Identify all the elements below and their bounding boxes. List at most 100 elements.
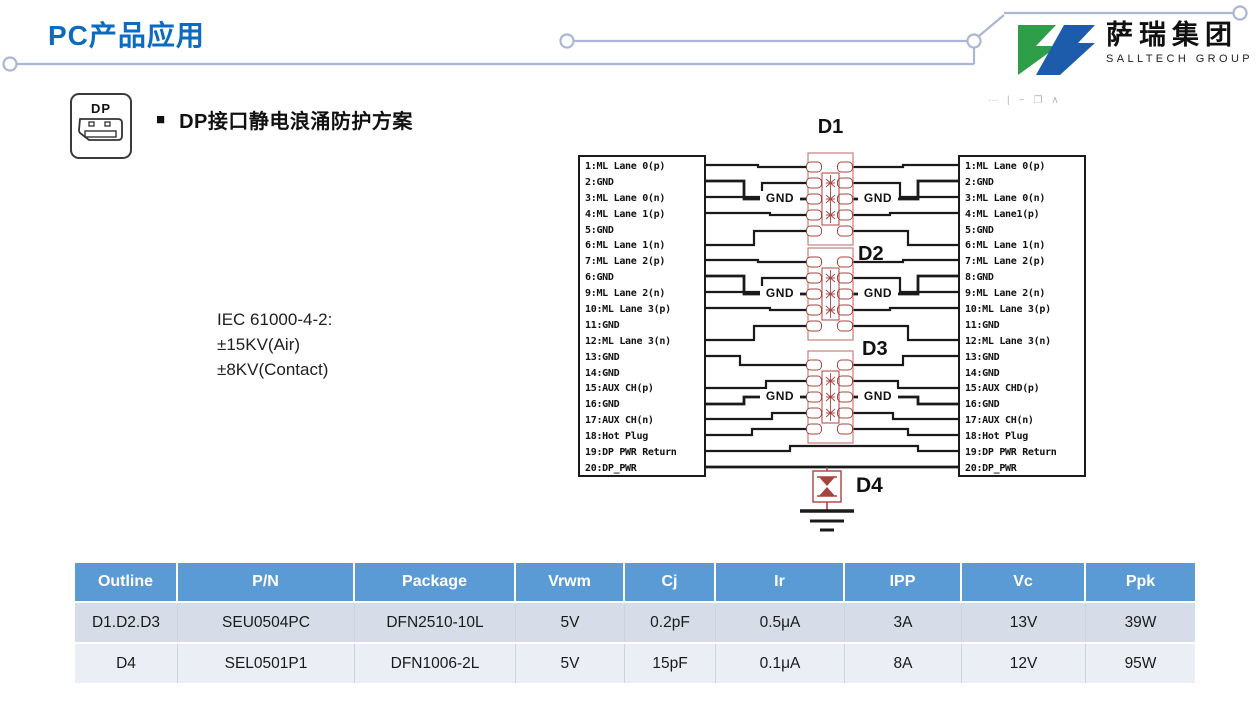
- table-row: D4 SEL0501P1 DFN1006-2L 5V 15pF 0.1μA 8A 12V 95W: [75, 642, 1195, 683]
- pin-label: 6:GND: [585, 272, 614, 284]
- label-d3: D3: [862, 338, 888, 360]
- table-cell: 0.5μA: [716, 603, 845, 642]
- pin-label: 11:GND: [585, 319, 620, 331]
- table-cell: SEU0504PC: [178, 603, 355, 642]
- pin-label: 18:Hot Plug: [965, 431, 1028, 443]
- table-cell: DFN2510-10L: [355, 603, 516, 642]
- pin-label: 6:ML Lane 1(n): [585, 240, 666, 252]
- table-cell: D4: [75, 644, 178, 683]
- pin-label: 12:ML Lane 3(n): [585, 335, 671, 347]
- window-controls: ··· | − ❐ ∧: [988, 95, 1059, 107]
- pin-label: 5:GND: [965, 224, 994, 236]
- window-control-icon[interactable]: ···: [988, 95, 998, 106]
- logo-name-en: SALLTECH GROUP: [1106, 53, 1254, 65]
- pin-label: 3:ML Lane 0(n): [585, 192, 666, 204]
- gnd-label-d2-right: GND: [858, 286, 898, 301]
- dp-pinout-right: 1:ML Lane 0(p) 2:GND 3:ML Lane 0(n) 4:ML La…: [958, 155, 1086, 477]
- pin-label: 16:GND: [965, 399, 1000, 411]
- pin-label: 8:GND: [965, 272, 994, 284]
- label-d4: D4: [856, 474, 883, 497]
- table-header-row: Outline P/N Package Vrwm Cj Ir IPP Vc Ppk: [75, 563, 1195, 601]
- iec-line-2: ±15KV(Air): [217, 335, 301, 354]
- pin-label: 3:ML Lane 0(n): [965, 192, 1046, 204]
- gnd-label-d2-left: GND: [760, 286, 800, 301]
- window-control-icon[interactable]: ❐: [1033, 95, 1043, 106]
- table-cell: DFN1006-2L: [355, 644, 516, 683]
- ground-symbol: [800, 509, 854, 532]
- pin-label: 6:ML Lane 1(n): [965, 240, 1046, 252]
- salltech-logo-mark: [1018, 25, 1095, 75]
- pin-label: 11:GND: [965, 319, 1000, 331]
- pin-label: 17:AUX CH(n): [585, 415, 654, 427]
- pin-label: 9:ML Lane 2(n): [585, 288, 666, 300]
- pin-label: 7:ML Lane 2(p): [965, 256, 1046, 268]
- label-d1: D1: [817, 116, 844, 138]
- section-heading-text: DP接口静电浪涌防护方案: [179, 111, 413, 133]
- table-header-cell: Ppk: [1086, 563, 1195, 601]
- logo-name-cn: 萨瑞集团: [1106, 20, 1238, 50]
- table-cell: 12V: [962, 644, 1086, 683]
- table-cell: 95W: [1086, 644, 1195, 683]
- dp-icon-label: DP: [90, 101, 112, 116]
- table-cell: 0.1μA: [716, 644, 845, 683]
- table-cell: SEL0501P1: [178, 644, 355, 683]
- iec-line-1: IEC 61000-4-2:: [217, 310, 333, 329]
- pin-label: 2:GND: [585, 176, 614, 188]
- table-header-cell: Cj: [625, 563, 716, 601]
- table-header-cell: IPP: [845, 563, 962, 601]
- dp-plug-glyph: [78, 118, 123, 141]
- pin-label: 4:ML Lane1(p): [965, 208, 1040, 220]
- pin-label: 13:GND: [965, 351, 1000, 363]
- pin-label: 20:DP_PWR: [965, 462, 1017, 474]
- pin-label: 15:AUX CH(p): [585, 383, 654, 395]
- table-cell: 5V: [516, 644, 625, 683]
- window-control-icon[interactable]: |: [1007, 95, 1010, 106]
- gnd-label-d3-left: GND: [760, 389, 800, 404]
- table-cell: 15pF: [625, 644, 716, 683]
- table-header-cell: Ir: [716, 563, 845, 601]
- table-header-cell: P/N: [178, 563, 355, 601]
- gnd-label-d1-right: GND: [858, 191, 898, 206]
- table-header-cell: Vrwm: [516, 563, 625, 601]
- pin-label: 19:DP PWR Return: [965, 447, 1057, 459]
- component-d3: [806, 350, 854, 444]
- pin-label: 17:AUX CH(n): [965, 415, 1034, 427]
- component-d4: [812, 467, 842, 511]
- dp-connector-icon: DP: [70, 93, 132, 159]
- component-d1: [806, 152, 854, 246]
- pin-label: 20:DP_PWR: [585, 462, 637, 474]
- dp-pinout-left: 1:ML Lane 0(p) 2:GND 3:ML Lane 0(n) 4:ML La…: [578, 155, 706, 477]
- component-d2: [806, 247, 854, 341]
- spec-table: Outline P/N Package Vrwm Cj Ir IPP Vc Ppk D1.D2.…: [75, 563, 1195, 683]
- iec-line-3: ±8KV(Contact): [217, 360, 329, 379]
- section-heading: ■ DP接口静电浪涌防护方案: [156, 105, 413, 134]
- pin-label: 2:GND: [965, 176, 994, 188]
- pin-label: 10:ML Lane 3(p): [585, 304, 671, 316]
- pin-label: 15:AUX CHD(p): [965, 383, 1040, 395]
- square-bullet-icon: ■: [156, 111, 166, 128]
- table-row: D1.D2.D3 SEU0504PC DFN2510-10L 5V 0.2pF 0.5μA…: [75, 601, 1195, 642]
- pin-label: 14:GND: [585, 367, 620, 379]
- table-cell: D1.D2.D3: [75, 603, 178, 642]
- company-logo: 萨瑞集团 SALLTECH GROUP: [1014, 20, 1253, 76]
- label-d2: D2: [858, 243, 884, 265]
- table-cell: 3A: [845, 603, 962, 642]
- pin-label: 4:ML Lane 1(p): [585, 208, 666, 220]
- pin-label: 9:ML Lane 2(n): [965, 288, 1046, 300]
- table-cell: 0.2pF: [625, 603, 716, 642]
- pin-label: 5:GND: [585, 224, 614, 236]
- table-cell: 8A: [845, 644, 962, 683]
- table-cell: 39W: [1086, 603, 1195, 642]
- pin-label: 12:ML Lane 3(n): [965, 335, 1051, 347]
- pin-label: 10:ML Lane 3(p): [965, 304, 1051, 316]
- table-header-cell: Outline: [75, 563, 178, 601]
- iec-standard-text: IEC 61000-4-2: ±15KV(Air) ±8KV(Contact): [217, 307, 332, 382]
- gnd-label-d1-left: GND: [760, 191, 800, 206]
- table-body: D1.D2.D3 SEU0504PC DFN2510-10L 5V 0.2pF 0.5μA…: [75, 601, 1195, 683]
- window-control-icon[interactable]: −: [1018, 95, 1025, 106]
- pin-label: 19:DP PWR Return: [585, 447, 677, 459]
- window-control-icon[interactable]: ∧: [1051, 95, 1059, 106]
- pin-label: 16:GND: [585, 399, 620, 411]
- table-cell: 13V: [962, 603, 1086, 642]
